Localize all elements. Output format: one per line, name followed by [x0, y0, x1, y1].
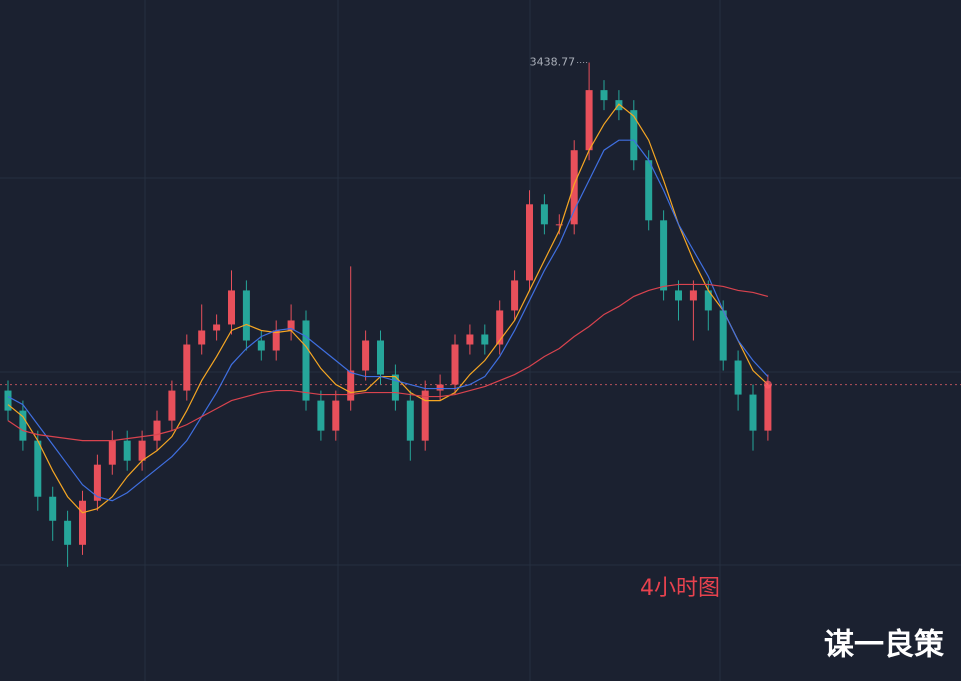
candle-body: [511, 280, 519, 311]
candle-body: [108, 440, 116, 465]
candle-body: [168, 390, 176, 421]
candle-body: [347, 370, 355, 401]
candle-body: [526, 204, 533, 281]
moving-average-line: [7, 139, 769, 502]
candle-body: [600, 90, 608, 101]
candle-body: [555, 224, 563, 226]
moving-average-line: [7, 103, 769, 514]
candle-body: [436, 384, 444, 391]
watermark: 谋一良策: [824, 628, 944, 663]
candle-body: [689, 290, 697, 301]
candle-body: [138, 440, 146, 461]
candle-body: [79, 500, 86, 545]
candle-body: [257, 340, 265, 351]
candle-body: [377, 340, 384, 375]
candle-body: [4, 390, 12, 411]
candle-body: [272, 330, 280, 351]
candle-body: [704, 290, 712, 311]
candle-body: [481, 334, 489, 345]
candle-body: [93, 464, 101, 501]
candle-body: [64, 520, 72, 545]
candle-body: [406, 400, 414, 441]
annotation: 4小时图: [640, 576, 720, 601]
candle-body: [451, 344, 459, 385]
candle-body: [287, 320, 295, 331]
candle-body: [660, 220, 668, 291]
candle-body: [332, 400, 340, 431]
candle-body: [362, 340, 370, 371]
candle-body: [585, 90, 593, 151]
candle-body: [645, 160, 653, 221]
last-price-dot: [763, 380, 772, 389]
candle-body: [19, 410, 27, 441]
candle-body: [630, 110, 638, 161]
candle-body: [242, 290, 250, 341]
candle-body: [49, 496, 57, 521]
candle-body: [183, 344, 191, 391]
candle-body: [764, 384, 772, 431]
moving-average-line: [7, 283, 769, 442]
candle-body: [421, 390, 429, 441]
candle-body: [540, 204, 548, 225]
candle-body: [466, 334, 474, 345]
candle-body: [496, 310, 504, 345]
high-label: 3438.77: [530, 56, 576, 69]
candle-body: [153, 420, 161, 441]
candle-body: [317, 400, 325, 431]
candle-body: [302, 320, 310, 401]
candle-body: [675, 290, 682, 301]
candle-body: [228, 290, 235, 325]
candle-body: [391, 374, 399, 401]
candle-body: [734, 360, 742, 395]
candle-body: [570, 150, 578, 225]
candle-body: [34, 440, 42, 497]
candle-body: [123, 440, 131, 461]
candle-body: [749, 394, 757, 431]
candle-body: [719, 310, 727, 361]
candle-body: [213, 324, 221, 331]
candle-body: [198, 330, 206, 345]
